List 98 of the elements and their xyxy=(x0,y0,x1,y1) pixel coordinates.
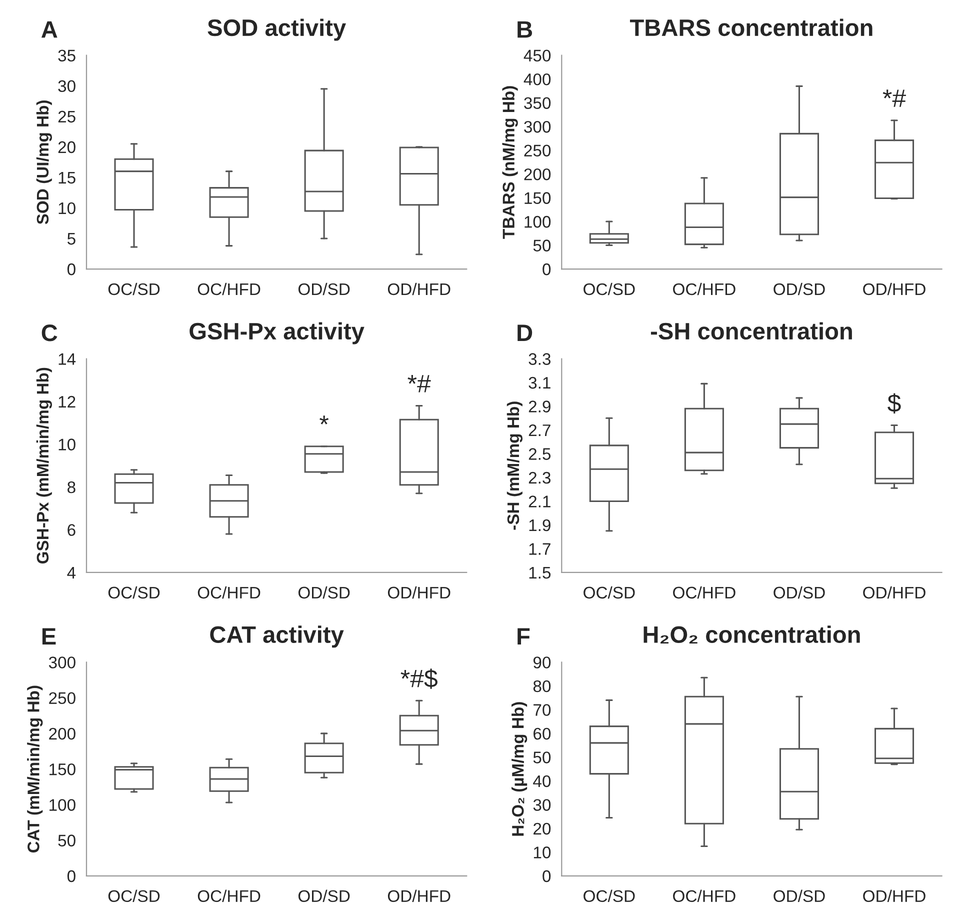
x-tick-label: OD/HFD xyxy=(863,586,926,599)
y-axis-title: H₂O₂ (µM/mg Hb) xyxy=(512,702,528,836)
x-tick-label: OC/HFD xyxy=(673,282,736,296)
y-tick-label: 6 xyxy=(68,524,76,536)
x-tick-label: OC/HFD xyxy=(198,282,260,296)
x-tick-label: OD/HFD xyxy=(388,586,450,599)
y-tick-label: 2.7 xyxy=(528,424,550,436)
y-tick-label: 150 xyxy=(50,763,76,776)
y-tick-label: 300 xyxy=(524,120,551,133)
annotation: * xyxy=(320,416,329,424)
x-tick-label: OC/SD xyxy=(108,586,160,599)
x-tick-label: OC/SD xyxy=(108,890,160,902)
y-tick-label: 50 xyxy=(533,752,551,764)
y-tick-label: 20 xyxy=(534,822,551,835)
text: E xyxy=(42,628,56,644)
y-tick-label: 200 xyxy=(524,168,551,180)
x-tick-label: OD/HFD xyxy=(863,282,926,296)
x-tick-label: OC/HFD xyxy=(198,890,260,902)
x-tick-label: OC/HFD xyxy=(673,586,736,599)
y-tick-label: 350 xyxy=(524,97,551,110)
text: D xyxy=(518,324,532,342)
y-tick-label: 90 xyxy=(533,656,551,668)
y-axis-title: TBARS (nM/mg Hb) xyxy=(502,86,518,239)
y-tick-label: 1.9 xyxy=(529,519,550,532)
y-tick-label: 4 xyxy=(67,567,76,578)
x-tick-label: OD/HFD xyxy=(388,282,450,296)
y-tick-label: 8 xyxy=(68,481,76,494)
annotation: *#$ xyxy=(400,668,438,689)
y-tick-label: 40 xyxy=(533,775,551,788)
x-tick-label: OD/SD xyxy=(774,586,825,599)
y-tick-label: 14 xyxy=(58,353,76,365)
y-tick-label: 300 xyxy=(48,656,76,668)
chart-title: -SH concentration xyxy=(650,322,852,340)
y-tick-label: 70 xyxy=(534,704,551,716)
y-axis-title: SOD (UI/mg Hb) xyxy=(36,100,52,224)
text: A xyxy=(41,21,58,38)
y-tick-label: 250 xyxy=(524,144,551,156)
x-tick-label: OD/SD xyxy=(774,282,825,296)
x-tick-label: OC/SD xyxy=(584,890,635,902)
y-tick-label: 100 xyxy=(50,799,76,811)
y-axis-title: -SH (mM/mg Hb) xyxy=(506,402,523,530)
x-tick-label: OC/SD xyxy=(584,282,635,296)
y-tick-label: 35 xyxy=(58,50,76,62)
x-tick-label: OD/SD xyxy=(298,282,350,296)
chart-title: CAT activity xyxy=(210,626,344,648)
x-tick-label: OC/HFD xyxy=(198,586,260,599)
x-tick-label: OD/SD xyxy=(298,586,350,599)
y-tick-label: 10 xyxy=(58,438,76,450)
y-tick-label: 30 xyxy=(58,80,76,92)
y-tick-label: 2.1 xyxy=(528,496,550,508)
x-tick-label: OD/SD xyxy=(298,890,350,902)
annotation: *# xyxy=(408,375,431,392)
y-tick-label: 1.7 xyxy=(529,543,550,555)
chart-title: GSH-Px activity xyxy=(190,322,364,344)
y-axis-title: GSH-Px (mM/min/mg Hb) xyxy=(36,368,52,564)
y-tick-label: 450 xyxy=(524,50,551,62)
y-tick-label: 15 xyxy=(58,172,76,184)
text: B xyxy=(518,21,532,38)
y-tick-label: 200 xyxy=(49,728,76,740)
y-tick-label: 10 xyxy=(58,202,76,214)
y-axis-title: CAT (mM/min/mg Hb) xyxy=(27,686,43,852)
y-tick-label: 2.9 xyxy=(528,400,550,412)
x-tick-label: OC/SD xyxy=(108,282,160,296)
y-tick-label: 3.1 xyxy=(528,376,550,389)
x-tick-label: OD/HFD xyxy=(388,890,450,902)
y-tick-label: 50 xyxy=(58,834,76,846)
y-tick-label: 25 xyxy=(58,110,76,123)
x-tick-label: OD/HFD xyxy=(863,890,926,902)
y-tick-label: 0 xyxy=(67,263,76,276)
y-tick-label: 80 xyxy=(533,680,551,692)
y-tick-label: 2.5 xyxy=(528,448,551,460)
y-tick-label: 10 xyxy=(534,846,551,858)
x-tick-label: OC/HFD xyxy=(673,890,736,902)
y-tick-label: 2.3 xyxy=(528,472,551,484)
x-tick-label: OD/SD xyxy=(774,890,825,902)
y-tick-label: 60 xyxy=(534,728,551,740)
y-tick-label: 400 xyxy=(524,73,551,86)
y-tick-label: 20 xyxy=(58,141,76,154)
y-tick-label: 0 xyxy=(542,870,551,882)
chart-title: TBARS concentration xyxy=(630,18,872,36)
chart-title: H₂O₂ concentration xyxy=(644,626,860,644)
y-tick-label: 150 xyxy=(524,192,551,204)
y-tick-label: 100 xyxy=(524,216,551,228)
text: C xyxy=(42,324,58,342)
x-tick-label: OC/SD xyxy=(584,586,635,599)
text: F xyxy=(518,628,530,644)
y-tick-label: 3.3 xyxy=(528,353,551,365)
annotation: $ xyxy=(888,393,901,414)
annotation: *# xyxy=(882,90,906,107)
y-tick-label: 0 xyxy=(67,870,76,882)
y-tick-label: 50 xyxy=(533,240,551,252)
y-tick-label: 0 xyxy=(542,263,551,276)
y-tick-label: 12 xyxy=(58,396,76,408)
y-tick-label: 1.5 xyxy=(529,567,551,579)
y-tick-label: 30 xyxy=(533,799,551,811)
y-tick-label: 250 xyxy=(49,692,76,704)
y-tick-label: 5 xyxy=(67,233,76,245)
chart-title: SOD activity xyxy=(208,18,346,41)
